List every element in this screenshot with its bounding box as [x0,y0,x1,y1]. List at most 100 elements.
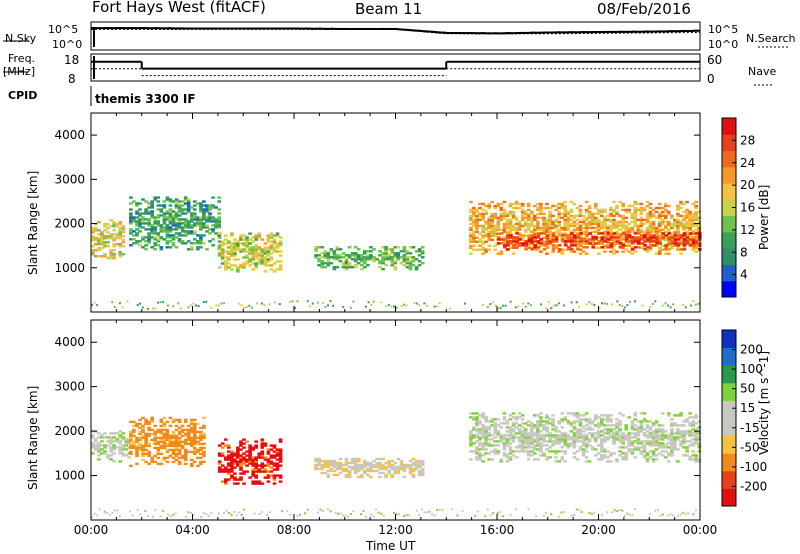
velocity-cell-4 [694,434,698,437]
velocity-cell-4 [630,448,635,451]
velocity-cell-0 [97,448,101,451]
power-ground-cell [400,305,403,307]
power-cell-4 [676,230,680,233]
velocity-cell-3 [317,461,321,465]
velocity-cell-4 [600,440,604,443]
velocity-cell-4 [475,428,479,431]
power-cell-2 [224,260,228,263]
velocity-cell-1 [171,436,176,440]
power-cell-4 [670,222,674,226]
velocity-cell-3 [347,475,352,479]
velocity-cell-3 [317,457,321,461]
velocity-cell-4 [520,444,525,447]
power-cell-4 [603,222,607,226]
velocity-cell-4 [670,442,674,445]
power-cell-2 [239,238,243,241]
power-cell-3 [369,256,373,259]
power-cell-2 [239,250,243,253]
velocity-cell-4 [563,450,568,453]
beam-label: Beam 11 [355,0,423,18]
power-cell-1 [202,212,206,215]
velocity-cell-4 [593,454,598,457]
velocity-cell-2 [227,478,231,481]
power-cell-4 [475,240,479,243]
power-cell-3 [402,246,407,249]
velocity-cell-3 [350,459,355,463]
velocity-cell-2 [230,466,234,469]
velocity-cell-3 [360,465,364,469]
velocity-cell-4 [630,420,635,423]
power-cell-4 [545,230,549,233]
velocity-cell-1 [135,454,139,458]
velocity-cell-4 [590,422,595,425]
velocity-ground-cell [360,513,362,516]
velocity-cell-4 [523,440,528,443]
power-cell-5 [631,236,635,239]
power-cell-4 [657,220,662,224]
velocity-cell-4 [603,436,607,439]
power-cell-1 [153,236,157,239]
velocity-cell-4 [685,418,689,421]
power-cell-1 [150,214,154,217]
velocity-cell-4 [676,436,680,439]
velocity-cell-3 [387,469,391,473]
velocity-cell-2 [260,470,265,473]
power-cell-0 [100,237,104,240]
power-cell-4 [578,226,583,230]
power-cell-1 [190,226,194,229]
power-cell-4 [578,252,583,255]
power-cell-3 [360,254,364,257]
power-cell-5 [545,240,550,243]
power-cell-4 [557,222,561,226]
power-cell-4 [657,228,662,231]
velocity-cell-4 [508,428,513,431]
power-cell-4 [566,236,571,239]
velocity-cell-1 [147,454,151,458]
power-cell-4 [651,230,656,233]
velocity-cell-4 [654,436,659,439]
power-cell-4 [676,222,680,226]
velocity-cell-4 [511,412,516,415]
power-cell-1 [217,208,221,211]
velocity-ground-cell [187,511,190,514]
power-cell-4 [517,206,522,210]
power-ground-cell [438,302,441,305]
power-ground-cell [395,306,398,309]
velocity-cell-3 [366,463,370,467]
velocity-cell-2 [263,442,268,445]
power-cell-4 [505,222,510,226]
power-cell-4 [487,248,491,251]
velocity-cell-4 [615,460,619,463]
power-cell-1 [196,242,200,245]
velocity-cell-4 [554,452,558,455]
power-cell-3 [393,260,398,263]
power-ground-cell [139,302,142,305]
velocity-ground-cell [649,512,652,515]
power-cell-5 [515,242,519,245]
velocity-cell-4 [645,436,650,439]
power-cell-2 [272,250,277,253]
power-cell-4 [572,250,577,253]
power-cell-1 [129,228,133,231]
power-cell-4 [490,212,494,216]
velocity-cell-3 [332,463,337,467]
velocity-cell-4 [487,452,491,455]
power-cell-5 [576,234,580,237]
power-cell-5 [506,238,510,241]
velocity-cell-4 [511,416,516,419]
velocity-cell-4 [673,446,677,449]
power-cell-5 [503,244,507,247]
power-cell-0 [103,245,107,248]
power-ground-cell [243,307,246,309]
velocity-cell-4 [600,418,604,421]
power-cell-1 [135,216,139,219]
velocity-ground-cell [154,508,157,511]
power-ground-cell [195,304,197,307]
power-cell-4 [572,242,577,245]
velocity-cell-4 [606,432,610,435]
velocity-cell-0 [115,432,119,435]
power-cell-3 [335,258,340,261]
power-cell-5 [646,246,650,249]
velocity-cell-1 [162,446,167,450]
velocity-cell-4 [651,454,656,457]
